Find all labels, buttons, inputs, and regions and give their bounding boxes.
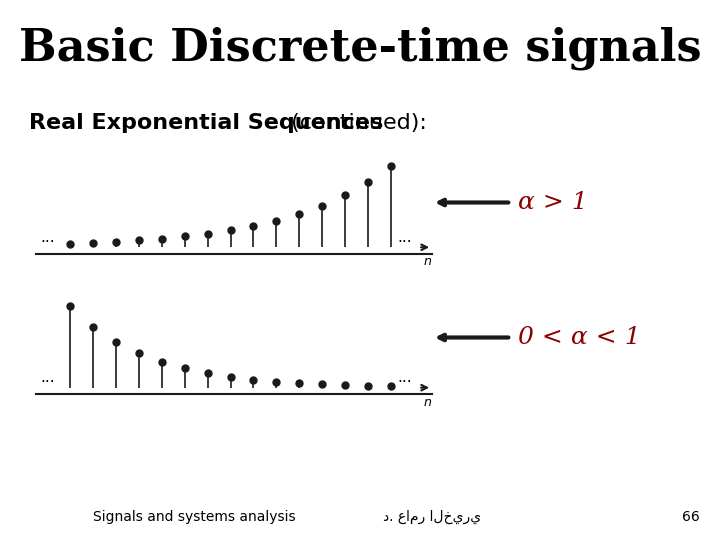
Text: ...: ... (40, 370, 55, 385)
Text: د. عامر الخيري: د. عامر الخيري (383, 510, 481, 524)
Text: ...: ... (397, 370, 413, 385)
Text: Basic Discrete-time signals: Basic Discrete-time signals (19, 27, 701, 71)
Text: α > 1: α > 1 (518, 191, 588, 214)
Text: n: n (423, 396, 431, 409)
Text: 66: 66 (683, 510, 700, 524)
Text: n: n (423, 255, 431, 268)
Text: Signals and systems analysis: Signals and systems analysis (93, 510, 296, 524)
Text: (continued):: (continued): (284, 113, 427, 133)
Text: ...: ... (397, 230, 413, 245)
Text: 0 < α < 1: 0 < α < 1 (518, 326, 641, 349)
Text: Real Exponential Sequences: Real Exponential Sequences (29, 113, 383, 133)
Text: ...: ... (40, 230, 55, 245)
